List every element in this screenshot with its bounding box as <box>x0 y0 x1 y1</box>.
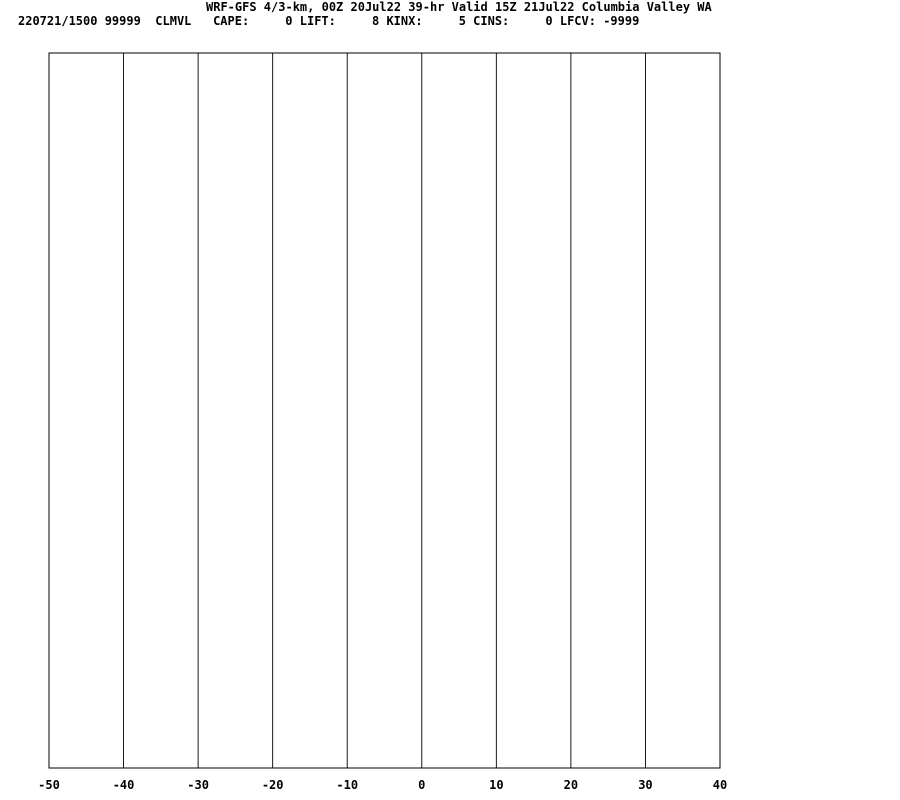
plot-frame <box>48 52 721 769</box>
x-tick-label: -40 <box>113 778 135 792</box>
chart-title: WRF-GFS 4/3-km, 00Z 20Jul22 39-hr Valid … <box>206 0 712 14</box>
x-tick-label: -50 <box>38 778 60 792</box>
x-axis-ticks: -50 -40 -30 -20 -10 0 10 20 30 40 <box>38 778 727 792</box>
stability-indices-line: 220721/1500 99999 CLMVL CAPE: 0 LIFT: 8 … <box>18 14 640 28</box>
x-tick-label: 0 <box>418 778 425 792</box>
x-tick-label: 10 <box>489 778 503 792</box>
x-tick-label: 30 <box>638 778 652 792</box>
grid <box>49 53 720 768</box>
x-tick-label: -30 <box>187 778 209 792</box>
x-tick-label: -20 <box>262 778 284 792</box>
x-tick-label: 40 <box>713 778 727 792</box>
x-tick-label: 20 <box>564 778 578 792</box>
x-tick-label: -10 <box>336 778 358 792</box>
